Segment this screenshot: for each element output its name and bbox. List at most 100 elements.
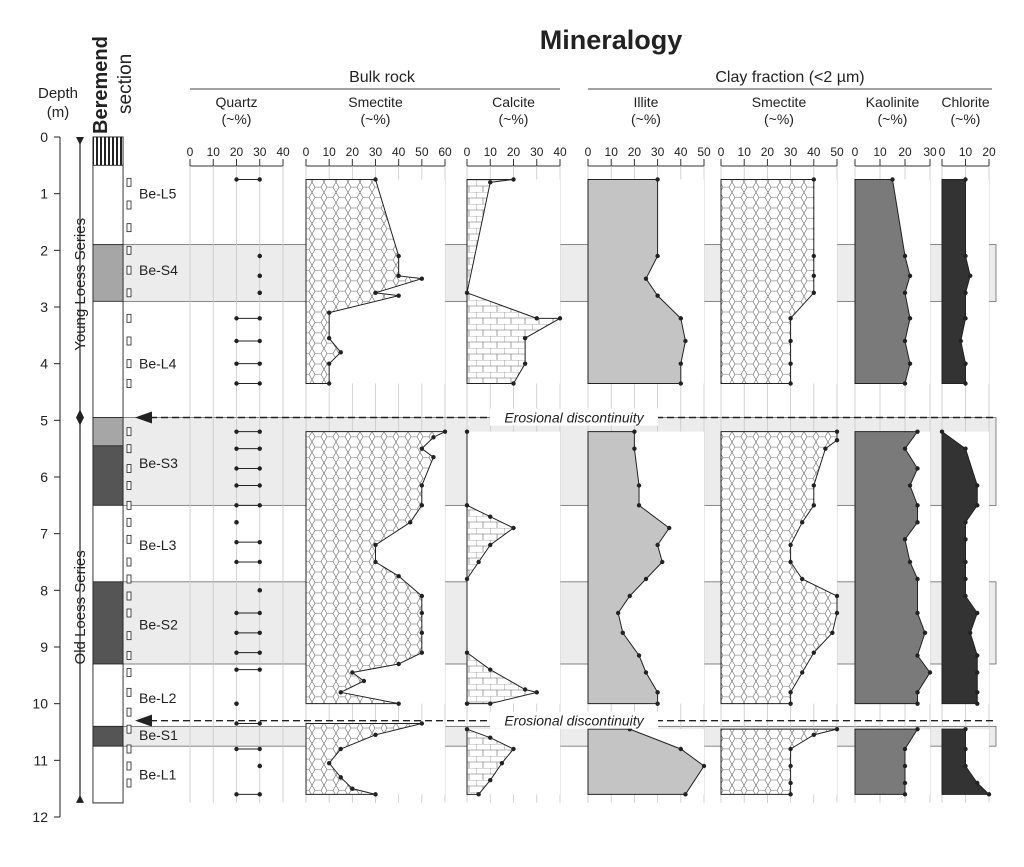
point-clay_smectite-2-12: [830, 630, 835, 636]
point-clay_smectite-1-3: [811, 273, 816, 279]
point-clay_smectite-2-6: [800, 520, 805, 525]
point-calcite-2-6: [476, 559, 481, 565]
point-clay_smectite-2-8: [788, 559, 793, 565]
quartz-point-max-21: [257, 667, 262, 672]
quartz-point-min-18: [234, 610, 239, 616]
sample-marker-3: [126, 223, 132, 233]
point-bulk_smectite-1-10: [326, 361, 332, 366]
panel-title-calcite: Calcite: [492, 94, 535, 110]
point-calcite-2-3: [488, 514, 493, 519]
point-bulk_smectite-3-5: [338, 775, 343, 780]
depth-tick-label-11: 11: [33, 752, 48, 768]
point-chlorite-2-10: [975, 610, 980, 616]
point-kaolinite-1-4: [902, 290, 908, 296]
quartz-point-min-15: [234, 539, 239, 545]
panel-tick-label-clay_smectite-10: 10: [738, 145, 752, 159]
point-illite-1-8: [678, 381, 683, 386]
panel-tick-label-clay_smectite-0: 0: [718, 145, 725, 159]
old-series-label: Old Loess Series: [72, 550, 89, 664]
quartz-point-min-23: [234, 721, 239, 726]
quartz-point-min-8: [234, 381, 239, 386]
point-calcite-1-5: [557, 316, 563, 321]
column-block-11: [92, 745, 124, 804]
point-kaolinite-1-8: [902, 381, 908, 386]
point-calcite-2-5: [488, 542, 493, 548]
sample-marker-8: [126, 336, 132, 346]
panel-bg-calcite-2: [467, 431, 560, 704]
point-clay_smectite-3-6: [788, 792, 793, 797]
column-block-6: [92, 445, 124, 506]
sample-marker-15: [126, 500, 132, 510]
point-bulk_smectite-2-15: [396, 661, 401, 667]
panel-tick-label-clay_smectite-40: 40: [807, 145, 821, 159]
point-chlorite-1-8: [963, 381, 968, 386]
point-kaolinite-3-1: [915, 726, 920, 732]
panel-tick-label-quartz-20: 20: [230, 145, 244, 159]
point-clay_smectite-2-11: [834, 610, 840, 616]
point-kaolinite-1-7: [907, 361, 913, 366]
point-illite-2-6: [655, 542, 660, 548]
chart-title: Mineralogy: [540, 25, 683, 55]
point-bulk_smectite-3-4: [326, 760, 332, 766]
point-bulk_smectite-2-7: [408, 520, 413, 525]
point-bulk_smectite-2-6: [419, 503, 425, 508]
point-clay_smectite-1-1: [811, 177, 816, 182]
point-illite-1-4: [655, 293, 660, 298]
point-bulk_smectite-1-1: [373, 177, 378, 182]
point-calcite-2-11: [534, 690, 539, 695]
sample-marker-14: [126, 481, 132, 490]
point-bulk_smectite-1-6: [396, 293, 401, 298]
point-illite-2-7: [660, 559, 665, 565]
point-calcite-3-2: [488, 735, 493, 740]
unit-label-be-s1: Be-S1: [139, 727, 178, 743]
point-illite-3-4: [683, 792, 688, 797]
quartz-point-max-9: [257, 429, 262, 434]
point-calcite-2-7: [464, 576, 470, 582]
area-chlorite-3: [941, 728, 991, 795]
unit-label-be-l5: Be-L5: [139, 186, 177, 202]
sample-marker-28: [126, 744, 132, 754]
quartz-point-max-5: [257, 316, 262, 321]
panel-tick-label-bulk_smectite-30: 30: [369, 145, 383, 159]
sample-marker-23: [126, 651, 132, 660]
point-calcite-2-13: [464, 701, 470, 706]
column-block-3: [92, 244, 124, 302]
quartz-point-max-19: [257, 630, 262, 636]
point-calcite-2-4: [511, 525, 516, 531]
point-kaolinite-2-15: [915, 701, 920, 706]
point-chlorite-2-1: [939, 429, 945, 434]
point-illite-1-3: [643, 276, 649, 281]
point-bulk_smectite-2-16: [350, 670, 355, 675]
point-calcite-2-10: [522, 687, 528, 692]
point-chlorite-3-5: [986, 792, 992, 797]
point-calcite-3-1: [464, 726, 470, 732]
point-clay_smectite-1-4: [811, 290, 816, 296]
point-chlorite-2-13: [975, 670, 980, 675]
sample-marker-13: [126, 464, 132, 473]
quartz-point-min-12: [234, 483, 239, 488]
sample-marker-16: [126, 517, 132, 527]
quartz-point-max-11: [257, 466, 262, 471]
panel-tick-label-chlorite-0: 0: [939, 145, 946, 159]
point-chlorite-1-7: [963, 361, 968, 366]
unit-label-be-l4: Be-L4: [139, 356, 177, 372]
point-bulk_smectite-2-10: [396, 573, 401, 579]
point-bulk_smectite-2-3: [419, 446, 425, 451]
point-calcite-1-2: [488, 180, 493, 185]
sample-marker-9: [126, 359, 132, 369]
point-illite-3-2: [678, 746, 683, 752]
quartz-point-max-16: [257, 559, 262, 565]
point-chlorite-1-2: [963, 253, 968, 259]
point-bulk_smectite-1-11: [326, 381, 332, 386]
panel-tick-label-bulk_smectite-60: 60: [438, 145, 452, 159]
point-clay_smectite-2-1: [834, 429, 840, 434]
point-chlorite-2-14: [975, 690, 980, 695]
point-chlorite-2-7: [963, 559, 968, 565]
depth-tick-label-2: 2: [40, 242, 48, 258]
sample-marker-1: [126, 177, 132, 187]
sample-marker-25: [126, 687, 132, 697]
point-clay_smectite-1-2: [811, 253, 816, 259]
unit-label-be-s4: Be-S4: [139, 262, 178, 278]
point-calcite-2-8: [464, 650, 470, 655]
point-illite-2-14: [655, 690, 660, 695]
